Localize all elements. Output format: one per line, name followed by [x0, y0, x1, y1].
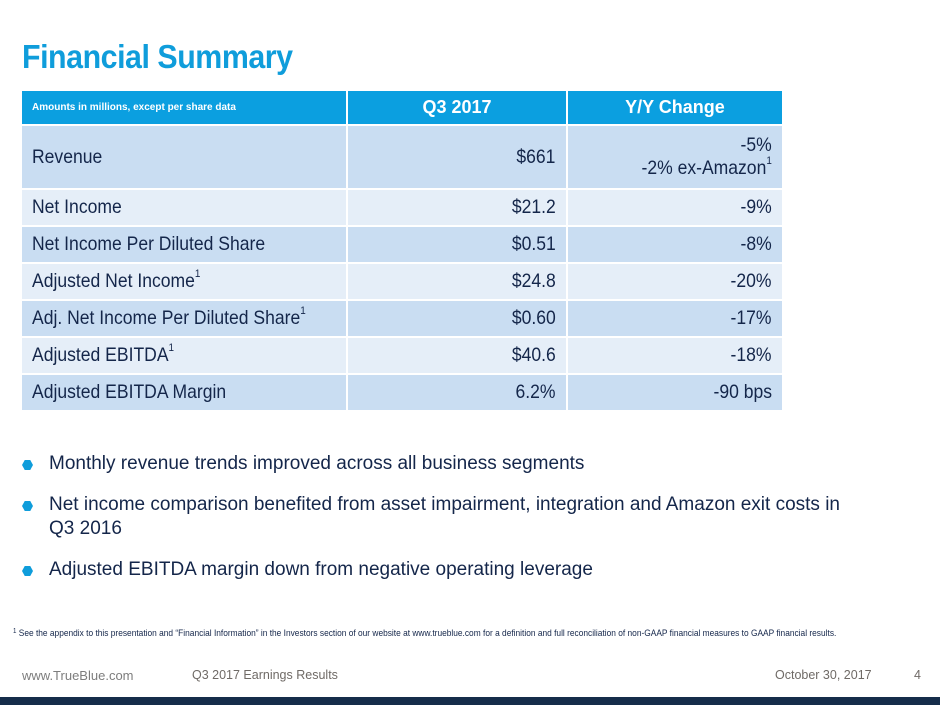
hexagon-bullet-icon — [22, 566, 33, 576]
page-title: Financial Summary — [22, 38, 293, 75]
table-row: Net Income Per Diluted Share $0.51 -8% — [22, 227, 782, 262]
table-row: Net Income $21.2 -9% — [22, 190, 782, 225]
metric-value: $661 — [516, 145, 556, 168]
footnote-marker: 1 — [194, 268, 201, 280]
metric-value: 6.2% — [515, 381, 556, 403]
metric-change: -8% — [740, 233, 772, 255]
metric-value: $24.8 — [511, 270, 556, 292]
metric-label: Adjusted EBITDA1 — [32, 342, 175, 366]
table-row: Adjusted EBITDA1 $40.6 -18% — [22, 338, 782, 373]
metric-value: $21.2 — [511, 196, 556, 218]
footnote-marker: 1 — [168, 342, 175, 354]
table-row: Adjusted EBITDA Margin 6.2% -90 bps — [22, 375, 782, 410]
metric-value: $40.6 — [511, 344, 556, 366]
metric-change: -18% — [731, 344, 772, 366]
financial-summary-table: Amounts in millions, except per share da… — [20, 89, 784, 412]
footer-bar — [0, 697, 940, 705]
table-row: Revenue $661 -5% -2% ex-Amazon1 — [22, 126, 782, 188]
header-q3-2017: Q3 2017 — [348, 91, 566, 124]
hexagon-bullet-icon — [22, 460, 33, 470]
metric-change: -20% — [731, 270, 772, 292]
metric-label: Revenue — [32, 145, 103, 168]
hexagon-bullet-icon — [22, 501, 33, 511]
bullet-list: Monthly revenue trends improved across a… — [22, 452, 882, 599]
metric-change: -5% — [740, 134, 772, 156]
footer-website: www.TrueBlue.com — [22, 668, 134, 683]
metric-change: -17% — [731, 307, 772, 329]
metric-label: Adj. Net Income Per Diluted Share1 — [32, 305, 306, 329]
footer-date: October 30, 2017 — [775, 668, 872, 682]
footnote-marker: 1 — [300, 305, 306, 317]
metric-label: Adjusted EBITDA Margin — [32, 381, 227, 403]
list-item: Net income comparison benefited from ass… — [22, 493, 849, 541]
metric-value: $0.60 — [511, 307, 556, 329]
list-item: Adjusted EBITDA margin down from negativ… — [22, 558, 882, 582]
table-row: Adjusted Net Income1 $24.8 -20% — [22, 264, 782, 299]
header-yy-change: Y/Y Change — [567, 91, 782, 124]
metric-label: Net Income — [32, 196, 122, 218]
footnote-marker: 1 — [13, 628, 17, 635]
metric-label: Net Income Per Diluted Share — [32, 233, 266, 255]
header-amounts-note: Amounts in millions, except per share da… — [22, 91, 347, 124]
list-item: Monthly revenue trends improved across a… — [22, 452, 882, 476]
metric-change: -90 bps — [713, 381, 772, 403]
metric-change: -9% — [740, 196, 772, 218]
page-number: 4 — [914, 668, 921, 682]
table-header-row: Amounts in millions, except per share da… — [22, 91, 782, 124]
table-row: Adj. Net Income Per Diluted Share1 $0.60… — [22, 301, 782, 336]
footnote: 1 See the appendix to this presentation … — [13, 628, 837, 639]
metric-label: Adjusted Net Income1 — [32, 268, 201, 292]
metric-value: $0.51 — [511, 233, 556, 255]
footer-report-title: Q3 2017 Earnings Results — [192, 668, 338, 682]
footnote-marker: 1 — [766, 155, 772, 167]
metric-change-secondary: -2% ex-Amazon1 — [641, 155, 772, 179]
